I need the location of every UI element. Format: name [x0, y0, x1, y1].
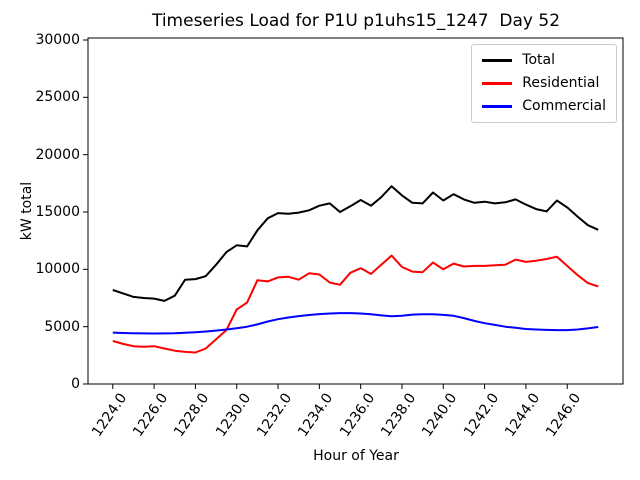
chart-title: Timeseries Load for P1U p1uhs15_1247 Day…	[151, 11, 561, 31]
y-tick-label: 20000	[35, 146, 80, 163]
legend-label: Commercial	[522, 98, 606, 114]
y-tick-label: 5000	[44, 318, 80, 335]
legend-entry-total: Total	[482, 52, 606, 69]
series-line-total	[112, 185, 599, 302]
x-axis-label: Hour of Year	[313, 448, 399, 464]
legend-entry-commercial: Commercial	[482, 98, 606, 115]
legend-label: Residential	[522, 75, 600, 91]
legend-swatch	[482, 59, 513, 62]
series-line-residential	[112, 254, 599, 354]
y-tick-label: 25000	[35, 89, 80, 106]
legend-swatch	[482, 105, 513, 108]
legend: Total Residential Commercial	[471, 44, 617, 123]
series-line-commercial	[112, 312, 599, 335]
y-axis-label: kW total	[19, 181, 35, 241]
y-tick-label: 15000	[35, 204, 80, 220]
y-tick-label: 0	[71, 376, 80, 392]
y-tick-label: 10000	[35, 261, 80, 278]
legend-swatch	[482, 82, 513, 85]
y-tick-label: 30000	[35, 32, 80, 48]
legend-entry-residential: Residential	[482, 75, 606, 92]
axes-spines	[87, 37, 624, 385]
legend-label: Total	[522, 52, 555, 68]
